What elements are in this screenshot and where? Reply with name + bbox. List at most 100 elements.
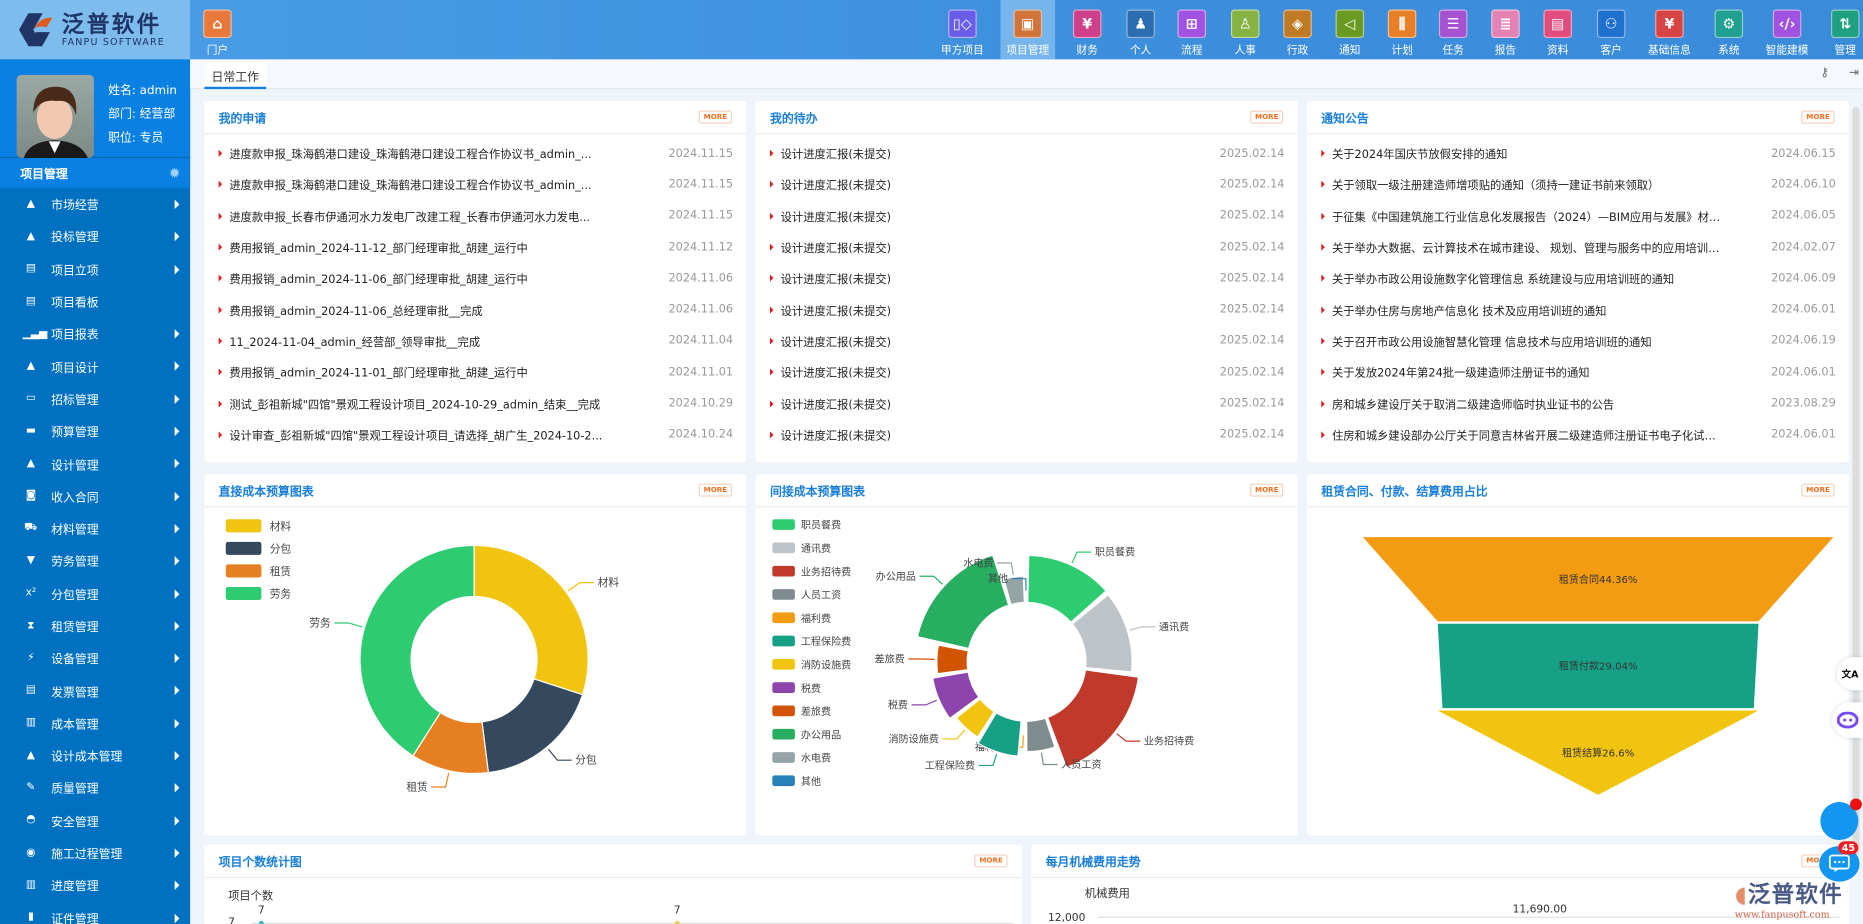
list-item-title[interactable]: 设计进度汇报(未提交) [781,208,1173,225]
scrollbar[interactable] [1852,107,1859,856]
list-item-title[interactable]: 设计进度汇报(未提交) [781,426,1173,443]
list-item[interactable]: 住房和城乡建设部办公厅关于同意吉林省开展二级建造师注册证书电子化试点...202… [1307,419,1849,450]
list-item[interactable]: 设计进度汇报(未提交)2025.02.14 [756,294,1298,325]
sidebar-item[interactable]: ▥成本管理 [0,707,190,739]
list-item[interactable]: 11_2024-11-04_admin_经营部_领导审批__完成2024.11.… [204,325,746,356]
list-item[interactable]: 设计进度汇报(未提交)2025.02.14 [756,357,1298,388]
legend-item[interactable]: 分包 [226,542,292,556]
list-item-title[interactable]: 关于举办大数据、云计算技术在城市建设、 规划、管理与服务中的应用培训班... [1332,239,1724,256]
more-button[interactable]: MORE [1250,484,1283,497]
list-item-title[interactable]: 关于举办市政公用设施数字化管理信息 系统建设与应用培训班的通知 [1332,270,1724,287]
list-item[interactable]: 费用报销_admin_2024-11-01_部门经理审批_胡建_运行中2024.… [204,357,746,388]
list-item-title[interactable]: 关于举办住房与房地产信息化 技术及应用培训班的通知 [1332,301,1724,318]
nav-flowchart[interactable]: ⊞流程 [1164,0,1219,59]
list-item-title[interactable]: 于征集《中国建筑施工行业信息化发展报告（2024）—BIM应用与发展》材料... [1332,208,1724,225]
more-button[interactable]: MORE [975,854,1008,867]
list-item[interactable]: 设计进度汇报(未提交)2025.02.14 [756,169,1298,200]
more-button[interactable]: MORE [1250,111,1283,124]
list-item-title[interactable]: 设计进度汇报(未提交) [781,270,1173,287]
legend-item[interactable]: 其他 [772,775,821,788]
logout-icon[interactable]: ⇥ [1849,67,1859,80]
sidebar-item[interactable]: ◓安全管理 [0,804,190,836]
list-item[interactable]: 设计审查_彭祖新城"四馆"景观工程设计项目_请选择_胡广生_2024-10-2.… [204,419,746,450]
list-item[interactable]: 进度款申报_珠海鹤港口建设_珠海鹤港口建设工程合作协议书_admin_...20… [204,169,746,200]
list-item-title[interactable]: 进度款申报_珠海鹤港口建设_珠海鹤港口建设工程合作协议书_admin_... [229,176,621,193]
list-item-title[interactable]: 设计进度汇报(未提交) [781,176,1173,193]
sidebar-item[interactable]: ▥进度管理 [0,869,190,901]
nav-yen-receipt[interactable]: ¥财务 [1060,0,1115,59]
list-item[interactable]: 关于举办市政公用设施数字化管理信息 系统建设与应用培训班的通知2024.06.0… [1307,263,1849,294]
nav-person[interactable]: ♟个人 [1113,0,1168,59]
list-item[interactable]: 测试_彭祖新城"四馆"景观工程设计项目_2024-10-29_admin_结束_… [204,388,746,419]
nav-sort-list[interactable]: ⇅管理 [1818,0,1863,59]
list-item[interactable]: 进度款申报_珠海鹤港口建设_珠海鹤港口建设工程合作协议书_admin_...20… [204,138,746,169]
list-item-title[interactable]: 费用报销_admin_2024-11-06_总经理审批__完成 [229,301,621,318]
list-item[interactable]: 关于2024年国庆节放假安排的通知2024.06.15 [1307,138,1849,169]
sidebar-item[interactable]: ▼劳务管理 [0,545,190,577]
sidebar-item[interactable]: ▲投标管理 [0,220,190,252]
list-item[interactable]: 费用报销_admin_2024-11-06_部门经理审批_胡建_运行中2024.… [204,263,746,294]
sidebar-item[interactable]: ▲市场经营 [0,188,190,220]
list-item[interactable]: 设计进度汇报(未提交)2025.02.14 [756,263,1298,294]
nav-speaker[interactable]: ◁通知 [1322,0,1377,59]
nav-code[interactable]: ‹/›智能建模 [1760,0,1815,59]
pie-slice[interactable] [474,545,588,694]
online-service-button[interactable] [1820,802,1858,840]
legend-item[interactable]: 租赁 [226,564,292,578]
logo[interactable]: 泛普软件FANPU SOFTWARE [0,0,190,59]
sidebar-item[interactable]: ◉施工过程管理 [0,836,190,868]
list-item-title[interactable]: 费用报销_admin_2024-11-06_部门经理审批_胡建_运行中 [229,270,621,287]
nav-document[interactable]: ▤资料 [1530,0,1585,59]
sidebar-item[interactable]: ▲设计管理 [0,447,190,479]
nav-layers[interactable]: ◈行政 [1270,0,1325,59]
nav-grid-diamond[interactable]: ▯◇甲方项目 [935,0,990,59]
list-item-title[interactable]: 关于2024年国庆节放假安排的通知 [1332,145,1724,162]
rose-slice[interactable] [1048,670,1139,768]
list-item-title[interactable]: 关于领取一级注册建造师增项贴的通知（须持一建证书前来领取） [1332,176,1724,193]
list-item[interactable]: 关于发放2024年第24批一级建造师注册证书的通知2024.06.01 [1307,357,1849,388]
sidebar-item[interactable]: ⚡设备管理 [0,642,190,674]
nav-sliders[interactable]: ⫼计划 [1375,0,1430,59]
nav-four-squares[interactable]: ▣项目管理 [1000,0,1055,59]
list-item-title[interactable]: 房和城乡建设厅关于取消二级建造师临时执业证书的公告 [1332,395,1724,412]
legend-item[interactable]: 办公用品 [772,728,841,741]
key-icon[interactable]: ⚷ [1820,67,1829,80]
list-item-title[interactable]: 费用报销_admin_2024-11-01_部门经理审批_胡建_运行中 [229,364,621,381]
sidebar-item[interactable]: ⛟材料管理 [0,512,190,544]
list-item-title[interactable]: 费用报销_admin_2024-11-12_部门经理审批_胡建_运行中 [229,239,621,256]
list-item[interactable]: 关于举办大数据、云计算技术在城市建设、 规划、管理与服务中的应用培训班...20… [1307,232,1849,263]
list-item[interactable]: 设计进度汇报(未提交)2025.02.14 [756,388,1298,419]
sidebar-item[interactable]: ◙收入合同 [0,480,190,512]
list-item[interactable]: 设计进度汇报(未提交)2025.02.14 [756,232,1298,263]
list-item[interactable]: 关于举办住房与房地产信息化 技术及应用培训班的通知2024.06.01 [1307,294,1849,325]
sidebar-item[interactable]: ▁▃▅项目报表 [0,317,190,349]
sidebar-item[interactable]: ▤项目看板 [0,285,190,317]
list-item[interactable]: 设计进度汇报(未提交)2025.02.14 [756,419,1298,450]
list-item[interactable]: 费用报销_admin_2024-11-12_部门经理审批_胡建_运行中2024.… [204,232,746,263]
ai-assistant-button[interactable] [1832,702,1863,738]
list-item[interactable]: 进度款申报_长春市伊通河水力发电厂改建工程_长春市伊通河水力发电...2024.… [204,200,746,231]
sidebar-item[interactable]: ⧗租赁管理 [0,609,190,641]
sidebar-item[interactable]: ▤项目立项 [0,253,190,285]
more-button[interactable]: MORE [1802,484,1835,497]
list-item-title[interactable]: 设计进度汇报(未提交) [781,333,1173,350]
list-item[interactable]: 关于领取一级注册建造师增项贴的通知（须持一建证书前来领取）2024.06.10 [1307,169,1849,200]
list-item[interactable]: 费用报销_admin_2024-11-06_总经理审批__完成2024.11.0… [204,294,746,325]
list-item-title[interactable]: 住房和城乡建设部办公厅关于同意吉林省开展二级建造师注册证书电子化试点... [1332,426,1724,443]
translate-button[interactable]: 文A [1837,657,1863,690]
sidebar-item[interactable]: x²分包管理 [0,577,190,609]
sidebar-item[interactable]: ✎质量管理 [0,772,190,804]
nav-user-list[interactable]: ♙人事 [1218,0,1273,59]
list-item-title[interactable]: 进度款申报_珠海鹤港口建设_珠海鹤港口建设工程合作协议书_admin_... [229,145,621,162]
legend-item[interactable]: 税费 [772,682,821,695]
list-item[interactable]: 设计进度汇报(未提交)2025.02.14 [756,325,1298,356]
list-item-title[interactable]: 设计进度汇报(未提交) [781,239,1173,256]
legend-item[interactable]: 通讯费 [772,542,831,555]
sidebar-item[interactable]: ▬预算管理 [0,415,190,447]
legend-item[interactable]: 材料 [226,519,292,533]
list-item-title[interactable]: 进度款申报_长春市伊通河水力发电厂改建工程_长春市伊通河水力发电... [229,208,621,225]
nav-customers[interactable]: ⚇客户 [1584,0,1639,59]
list-item-title[interactable]: 11_2024-11-04_admin_经营部_领导审批__完成 [229,333,621,350]
list-item-title[interactable]: 设计审查_彭祖新城"四馆"景观工程设计项目_请选择_胡广生_2024-10-2.… [229,426,621,443]
legend-item[interactable]: 福利费 [772,612,831,625]
